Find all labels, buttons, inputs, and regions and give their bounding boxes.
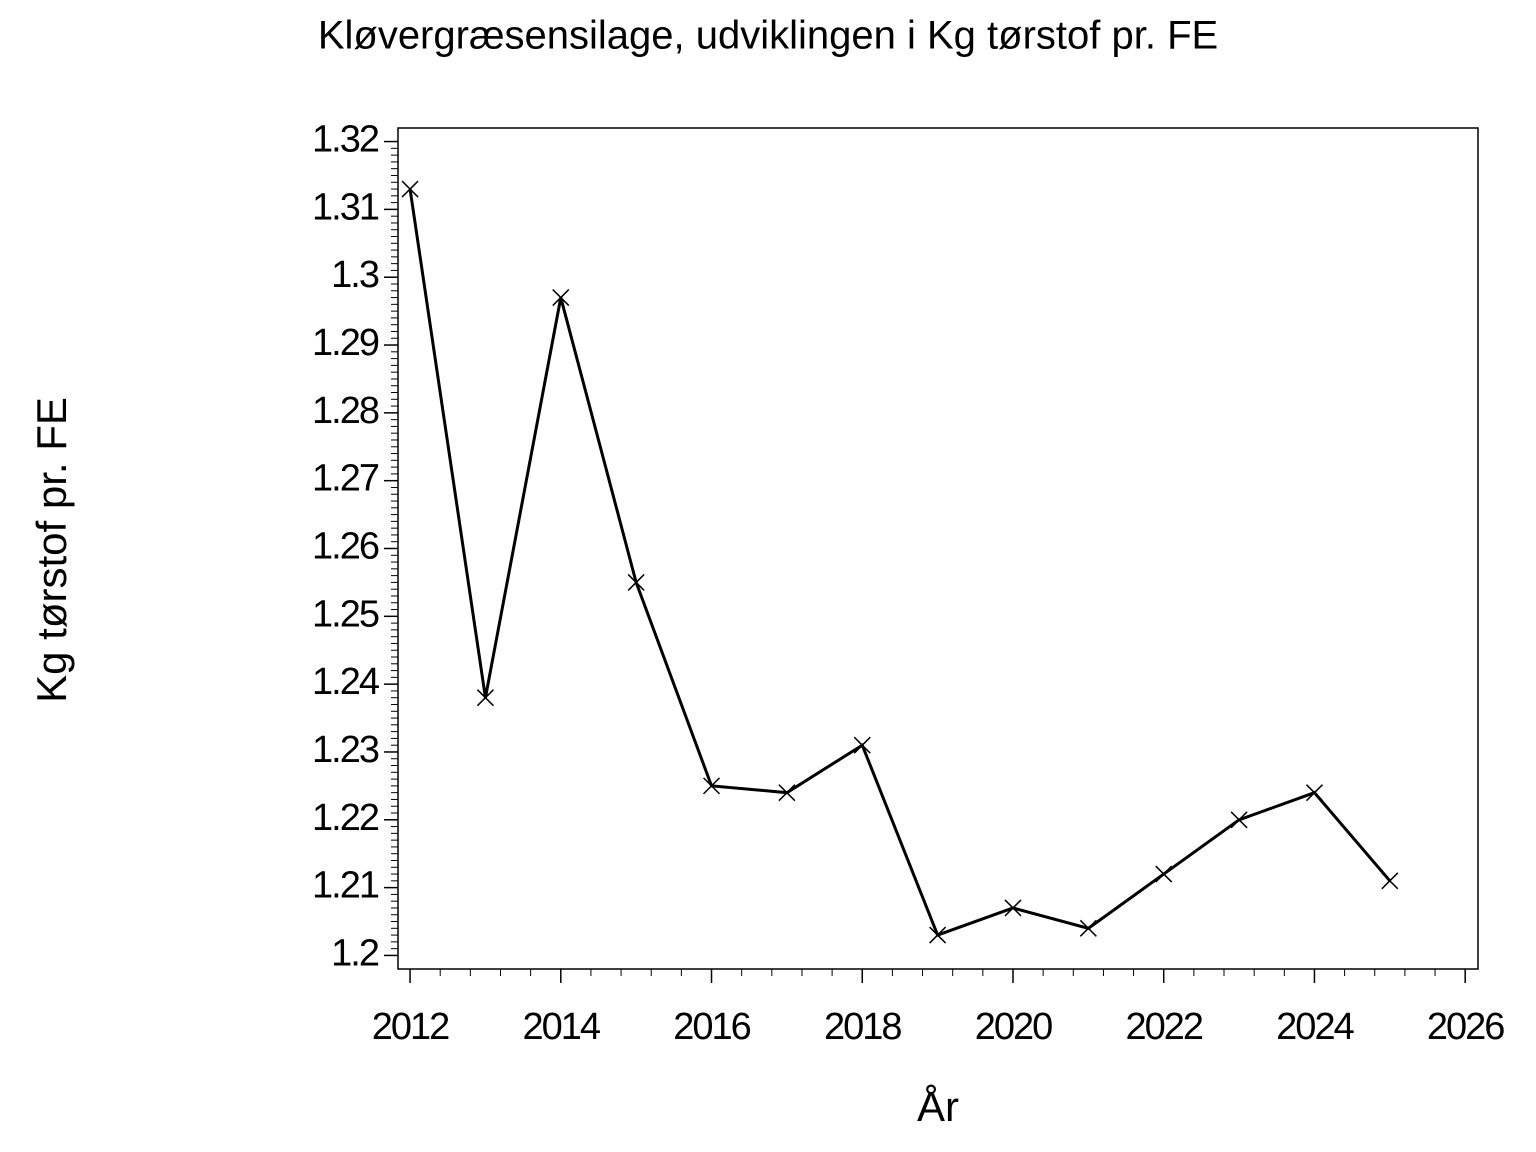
x-tick-label: 2018 [824, 1006, 901, 1048]
y-tick-label: 1.32 [312, 119, 379, 161]
data-line [408, 188, 1391, 937]
x-tick-label: 2012 [372, 1006, 449, 1048]
data-marker [1305, 784, 1323, 802]
y-tick-label: 1.25 [312, 593, 379, 635]
data-marker [1381, 872, 1399, 890]
y-tick-label: 1.3 [331, 254, 379, 296]
data-marker [929, 926, 947, 944]
y-tick-label: 1.23 [312, 729, 379, 771]
x-tick-label: 2022 [1125, 1006, 1202, 1048]
data-marker [853, 736, 871, 754]
data-marker [1155, 865, 1173, 883]
x-tick-label: 2014 [523, 1006, 601, 1048]
y-tick-label: 1.28 [312, 390, 379, 432]
x-tick-label: 2020 [975, 1006, 1052, 1048]
data-marker [1230, 811, 1248, 829]
y-tick-label: 1.29 [312, 322, 379, 364]
data-marker [627, 573, 645, 591]
data-marker [552, 289, 570, 307]
data-marker [476, 689, 494, 707]
y-tick-label: 1.2 [331, 932, 379, 974]
x-tick-label: 2024 [1276, 1006, 1354, 1048]
y-tick-label: 1.26 [312, 526, 379, 568]
y-tick-label: 1.22 [312, 797, 379, 839]
y-tick-label: 1.24 [312, 661, 380, 703]
data-marker [401, 180, 419, 198]
x-tick-label: 2026 [1427, 1006, 1504, 1048]
y-tick-label: 1.27 [312, 458, 379, 500]
data-marker [702, 777, 721, 795]
chart-title: Kløvergræsensilage, udviklingen i Kg tør… [318, 14, 1218, 58]
x-axis-label: År [917, 1083, 959, 1130]
data-marker [778, 784, 796, 802]
y-tick-label: 1.31 [312, 186, 379, 228]
y-tick-label: 1.21 [312, 865, 379, 907]
plot-frame [397, 127, 1479, 970]
x-tick-label: 2016 [673, 1006, 750, 1048]
data-marker [1004, 899, 1022, 917]
y-axis-label: Kg tørstof pr. FE [28, 397, 75, 703]
data-marker [1079, 919, 1097, 937]
